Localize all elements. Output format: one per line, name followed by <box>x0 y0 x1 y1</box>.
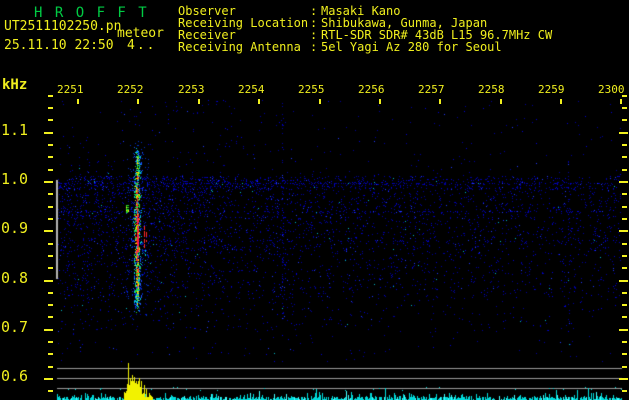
y-major-tick-left <box>44 280 53 282</box>
y-major-tick-right <box>619 181 628 183</box>
y-minor-tick-left <box>48 255 53 257</box>
info-label-observer: Observer <box>178 4 236 18</box>
y-minor-tick-left <box>48 156 53 158</box>
y-minor-tick-left <box>48 390 53 392</box>
info-separator: : <box>310 16 318 30</box>
y-minor-tick-right <box>622 119 627 121</box>
y-major-tick-right <box>619 132 628 134</box>
y-minor-tick-right <box>622 316 627 318</box>
y-minor-tick-left <box>48 366 53 368</box>
x-tick-label: 2252 <box>117 83 144 96</box>
y-minor-tick-left <box>48 144 53 146</box>
capture-datetime: 25.11.10 22:50 <box>4 38 114 53</box>
y-minor-tick-right <box>622 267 627 269</box>
y-minor-tick-right <box>622 156 627 158</box>
y-minor-tick-left <box>48 95 53 97</box>
x-tick-label: 2254 <box>238 83 265 96</box>
echo-count: 4.. <box>127 38 157 53</box>
y-major-tick-left <box>44 181 53 183</box>
band-name-label: meteor <box>117 26 164 41</box>
x-tick-label: 2251 <box>57 83 84 96</box>
y-minor-tick-left <box>48 243 53 245</box>
x-tick <box>560 99 562 104</box>
x-tick <box>620 99 622 104</box>
info-separator: : <box>310 28 318 42</box>
x-tick-label: 2259 <box>538 83 565 96</box>
y-minor-tick-right <box>622 193 627 195</box>
capture-filename: UT2511102250.pn <box>4 19 122 34</box>
x-tick <box>77 99 79 104</box>
y-minor-tick-right <box>622 243 627 245</box>
y-minor-tick-left <box>48 119 53 121</box>
x-tick <box>258 99 260 104</box>
x-tick-label: 2256 <box>358 83 385 96</box>
y-minor-tick-left <box>48 193 53 195</box>
x-tick-label: 2258 <box>478 83 505 96</box>
y-major-tick-left <box>44 329 53 331</box>
y-minor-tick-right <box>622 255 627 257</box>
y-minor-tick-left <box>48 304 53 306</box>
info-separator: : <box>310 40 318 54</box>
y-major-tick-right <box>619 230 628 232</box>
y-minor-tick-right <box>622 107 627 109</box>
x-tick <box>439 99 441 104</box>
y-major-tick-left <box>44 230 53 232</box>
info-label-receiving-antenna: Receiving Antenna <box>178 40 301 54</box>
y-minor-tick-left <box>48 107 53 109</box>
x-tick <box>198 99 200 104</box>
x-tick-label: 2255 <box>298 83 325 96</box>
info-value-observer: Masaki Kano <box>321 4 401 18</box>
y-minor-tick-right <box>622 169 627 171</box>
y-minor-tick-right <box>622 95 627 97</box>
info-label-receiver: Receiver <box>178 28 236 42</box>
y-minor-tick-left <box>48 218 53 220</box>
info-value-receiver: RTL-SDR SDR# 43dB L15 96.7MHz CW <box>321 28 553 42</box>
y-major-tick-right <box>619 280 628 282</box>
y-minor-tick-left <box>48 267 53 269</box>
x-tick <box>500 99 502 104</box>
y-minor-tick-right <box>622 218 627 220</box>
y-tick-label: 0.9 <box>1 219 29 237</box>
y-minor-tick-left <box>48 341 53 343</box>
info-value-receiving-antenna: 5el Yagi Az 280 for Seoul <box>321 40 502 54</box>
x-tick-label: 2253 <box>178 83 205 96</box>
x-tick <box>319 99 321 104</box>
x-tick-label: 2257 <box>418 83 445 96</box>
y-major-tick-left <box>44 132 53 134</box>
y-tick-label: 0.6 <box>1 367 29 385</box>
y-tick-label: 1.0 <box>1 170 29 188</box>
y-tick-label: 0.7 <box>1 318 29 336</box>
y-minor-tick-left <box>48 316 53 318</box>
y-minor-tick-left <box>48 292 53 294</box>
y-minor-tick-right <box>622 206 627 208</box>
y-minor-tick-right <box>622 390 627 392</box>
y-minor-tick-left <box>48 206 53 208</box>
y-minor-tick-right <box>622 341 627 343</box>
y-minor-tick-right <box>622 144 627 146</box>
y-major-tick-right <box>619 378 628 380</box>
y-minor-tick-right <box>622 292 627 294</box>
y-minor-tick-right <box>622 353 627 355</box>
x-tick <box>137 99 139 104</box>
app-title: H R O F F T <box>34 5 149 21</box>
y-minor-tick-left <box>48 169 53 171</box>
y-tick-label: 0.8 <box>1 269 29 287</box>
y-major-tick-left <box>44 378 53 380</box>
y-tick-label: 1.1 <box>1 121 29 139</box>
info-value-receiving-location: Shibukawa, Gunma, Japan <box>321 16 488 30</box>
x-tick <box>379 99 381 104</box>
y-axis-unit: kHz <box>2 77 28 93</box>
info-label-receiving-location: Receiving Location <box>178 16 309 30</box>
y-minor-tick-right <box>622 366 627 368</box>
y-minor-tick-left <box>48 353 53 355</box>
y-minor-tick-right <box>622 304 627 306</box>
x-tick-label: 2300 <box>598 83 625 96</box>
info-separator: : <box>310 4 318 18</box>
y-major-tick-right <box>619 329 628 331</box>
